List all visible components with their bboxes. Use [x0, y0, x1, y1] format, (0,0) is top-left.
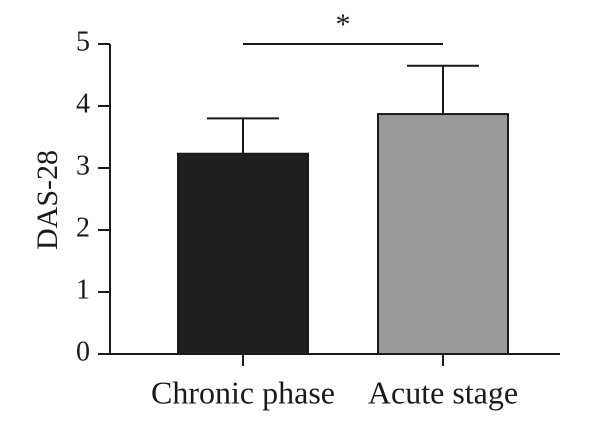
bar-1 — [377, 113, 509, 355]
error-bars-group — [207, 64, 479, 154]
x-category-label-0: Chronic phase — [151, 374, 335, 410]
y-tick-label-4: 4 — [76, 88, 90, 119]
bar-0 — [177, 152, 309, 355]
bars-group — [177, 113, 509, 355]
y-axis: 0 1 2 3 4 5 — [76, 26, 111, 367]
y-tick-label-1: 1 — [76, 274, 90, 305]
x-category-label-1: Acute stage — [368, 374, 518, 410]
y-tick-label-3: 3 — [76, 150, 90, 181]
y-tick-label-2: 2 — [76, 212, 90, 243]
significance-annotation: * — [243, 8, 443, 45]
x-axis: Chronic phase Acute stage — [110, 353, 560, 410]
y-tick-label-5: 5 — [76, 26, 90, 57]
y-tick-label-0: 0 — [76, 336, 90, 367]
y-axis-title: DAS-28 — [31, 150, 64, 250]
significance-label: * — [336, 8, 351, 41]
